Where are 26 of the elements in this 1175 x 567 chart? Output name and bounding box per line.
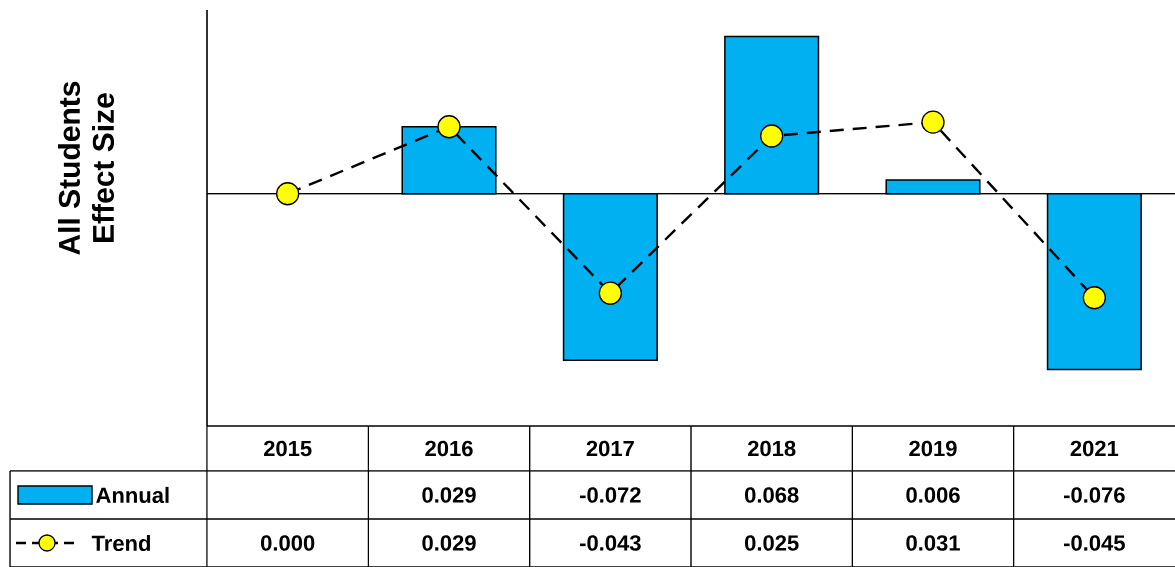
x-tick-label: 2018 [747, 440, 796, 457]
data-label: 0.029 [422, 535, 476, 551]
x-tick-label: 2021 [1070, 440, 1119, 457]
y-axis-title: All Students Effect Size [58, 81, 115, 255]
data-label: 0.025 [745, 535, 799, 551]
x-tick-label: 2016 [425, 440, 473, 457]
point [598, 281, 622, 305]
point [437, 115, 461, 139]
point [760, 124, 784, 148]
legend-label: Trend [91, 534, 151, 552]
data-label: 0.031 [906, 535, 960, 551]
data-label: 0.000 [261, 535, 315, 551]
data-label: -0.043 [580, 535, 641, 551]
point [276, 182, 300, 206]
data-label: -0.045 [1064, 535, 1125, 551]
data-label: 0.068 [745, 487, 799, 503]
x-tick-label: 2019 [909, 440, 957, 457]
data-label: 0.029 [422, 487, 476, 503]
x-tick-label: 2015 [263, 440, 312, 457]
data-label: -0.076 [1064, 487, 1125, 503]
point [921, 110, 945, 134]
x-tick-label: 2017 [586, 440, 634, 457]
data-label: 0.006 [906, 487, 960, 503]
point [1082, 286, 1106, 310]
data-label: -0.072 [580, 487, 641, 503]
legend-label: Annual [96, 486, 169, 504]
